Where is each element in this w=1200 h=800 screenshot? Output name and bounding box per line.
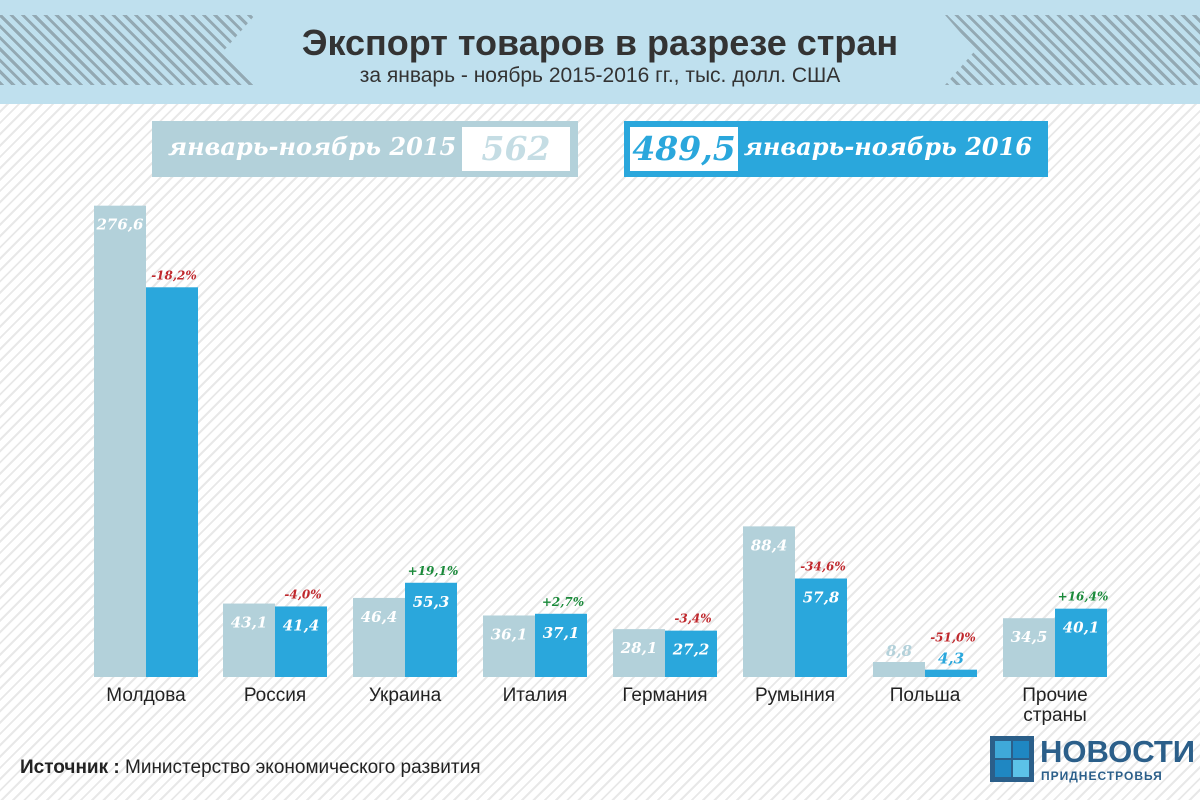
logo-subtitle: ПРИДНЕСТРОВЬЯ [1041, 769, 1163, 783]
bar-2016-value-label: 57,8 [803, 589, 840, 607]
bar-2015 [94, 205, 146, 678]
bar-2015-value-label: 28,1 [620, 639, 658, 657]
bar-2015-value-label: 88,4 [751, 536, 788, 554]
header-hatch-left [0, 15, 255, 85]
category-label: Италия [503, 685, 568, 706]
bar-2015 [1003, 618, 1055, 677]
bar-2016-value-label: 4,3 [938, 650, 964, 668]
bar-2016-value-label: 37,1 [543, 624, 580, 642]
source-text: Министерство экономического развития [125, 757, 481, 778]
total-2015-value: 562 [462, 127, 570, 171]
total-2016-box: 489,5 январь-ноябрь 2016 [624, 121, 1048, 177]
bar-2016 [1055, 608, 1107, 677]
total-2015-label: январь-ноябрь 2015 [168, 132, 457, 161]
category-label: Украина [369, 685, 442, 706]
category-label: Молдова [106, 685, 186, 706]
logo-mark-icon [990, 736, 1034, 782]
bar-2016-value-label: 55,3 [413, 593, 450, 611]
change-percent-label: +2,7% [542, 595, 584, 609]
category-label: Германия [622, 685, 707, 706]
source-label: Источник : [20, 757, 120, 778]
category-label: страны [1023, 705, 1087, 726]
change-percent-label: -51,0% [930, 631, 976, 645]
bar-2015-value-label: 276,6 [96, 216, 145, 234]
bar-2016 [665, 630, 717, 677]
bar-2016-value-label: 41,4 [283, 616, 320, 634]
bar-2015 [223, 603, 275, 677]
logo-name: НОВОСТИ [1040, 734, 1196, 769]
change-percent-label: +19,1% [408, 564, 459, 578]
bar-2015-value-label: 46,4 [361, 608, 398, 626]
header-banner: Экспорт товаров в разрезе стран за январ… [0, 0, 1200, 104]
bar-2016-value-label: 40,1 [1063, 619, 1100, 637]
bar-2016-value-label: 27,2 [672, 641, 710, 659]
change-percent-label: -3,4% [674, 612, 711, 626]
bar-2015 [483, 615, 535, 677]
bar-2016 [405, 582, 457, 677]
bar-2015 [743, 526, 795, 677]
change-percent-label: -4,0% [284, 587, 321, 601]
category-label: Польша [890, 685, 961, 706]
bar-2015 [613, 629, 665, 677]
category-label: Румыния [755, 685, 835, 706]
bar-2015-value-label: 34,5 [1011, 628, 1048, 646]
bar-2015-value-label: 36,1 [491, 625, 528, 643]
total-2015-box: январь-ноябрь 2015 562 [152, 121, 578, 177]
bar-2016 [146, 287, 198, 677]
chart-subtitle: за январь - ноябрь 2015-2016 гг., тыс. д… [359, 64, 841, 87]
bar-2015-value-label: 8,8 [886, 642, 913, 660]
change-percent-label: -18,2% [151, 268, 197, 282]
bar-2015 [873, 662, 925, 677]
news-logo: НОВОСТИ ПРИДНЕСТРОВЬЯ [990, 736, 1195, 786]
total-2016-label: январь-ноябрь 2016 [743, 132, 1032, 161]
bar-2015 [353, 597, 405, 677]
bar-2015-value-label: 43,1 [231, 614, 268, 632]
chart-title: Экспорт товаров в разрезе стран [301, 22, 899, 63]
total-2016-value: 489,5 [630, 127, 738, 171]
bar-2016 [275, 606, 327, 677]
category-label: Россия [244, 685, 306, 706]
bar-2016 [795, 578, 847, 677]
source-note: Источник : Министерство экономического р… [20, 757, 480, 779]
bar-2016 [535, 613, 587, 677]
header-hatch-right [945, 15, 1200, 85]
change-percent-label: -34,6% [800, 560, 846, 574]
bar-2016 [925, 669, 977, 677]
category-label: Прочие [1022, 685, 1087, 706]
change-percent-label: +16,4% [1058, 590, 1109, 604]
